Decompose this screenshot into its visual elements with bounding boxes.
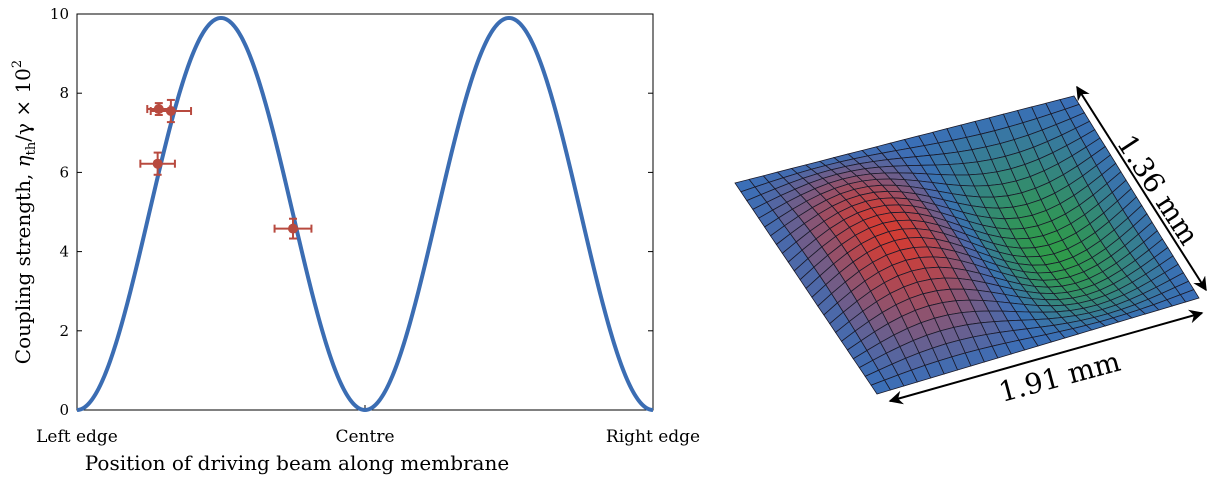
y-tick-label: 10 <box>50 5 69 23</box>
data-point-marker <box>165 106 176 117</box>
width-dimension-label: 1.91 mm <box>995 345 1124 409</box>
data-point <box>149 98 193 124</box>
x-tick-label: Centre <box>335 427 394 447</box>
data-point-marker <box>152 158 163 169</box>
x-tick-label: Left edge <box>36 427 118 447</box>
plot-frame <box>76 13 654 411</box>
y-tick-label: 8 <box>59 84 69 102</box>
y-tick-label: 2 <box>59 322 69 340</box>
y-tick-label: 0 <box>59 401 69 419</box>
coupling-strength-chart: 0 2 4 6 8 10 Left edge Centre Right edge Positi… <box>10 5 700 475</box>
data-point <box>273 217 313 240</box>
height-dimension-arrow <box>1076 85 1207 292</box>
x-axis-ticks: Left edge Centre Right edge <box>36 405 700 447</box>
x-tick-label: Right edge <box>606 427 700 447</box>
data-point <box>139 151 176 176</box>
y-axis-ticks: 0 2 4 6 8 10 <box>50 5 653 419</box>
measured-points <box>139 98 313 240</box>
data-point-marker <box>288 223 298 234</box>
coupling-curve-line <box>76 15 654 413</box>
y-axis-title: Coupling strength, ηth/γ × 102 <box>10 60 39 364</box>
y-tick-label: 4 <box>59 243 69 261</box>
y-tick-label: 6 <box>59 163 69 181</box>
data-point-marker <box>153 104 164 115</box>
membrane-surface-panel: 1.36 mm 1.91 mm <box>734 85 1207 409</box>
x-axis-title: Position of driving beam along membrane <box>85 451 509 475</box>
width-dimension-arrow <box>888 309 1204 405</box>
